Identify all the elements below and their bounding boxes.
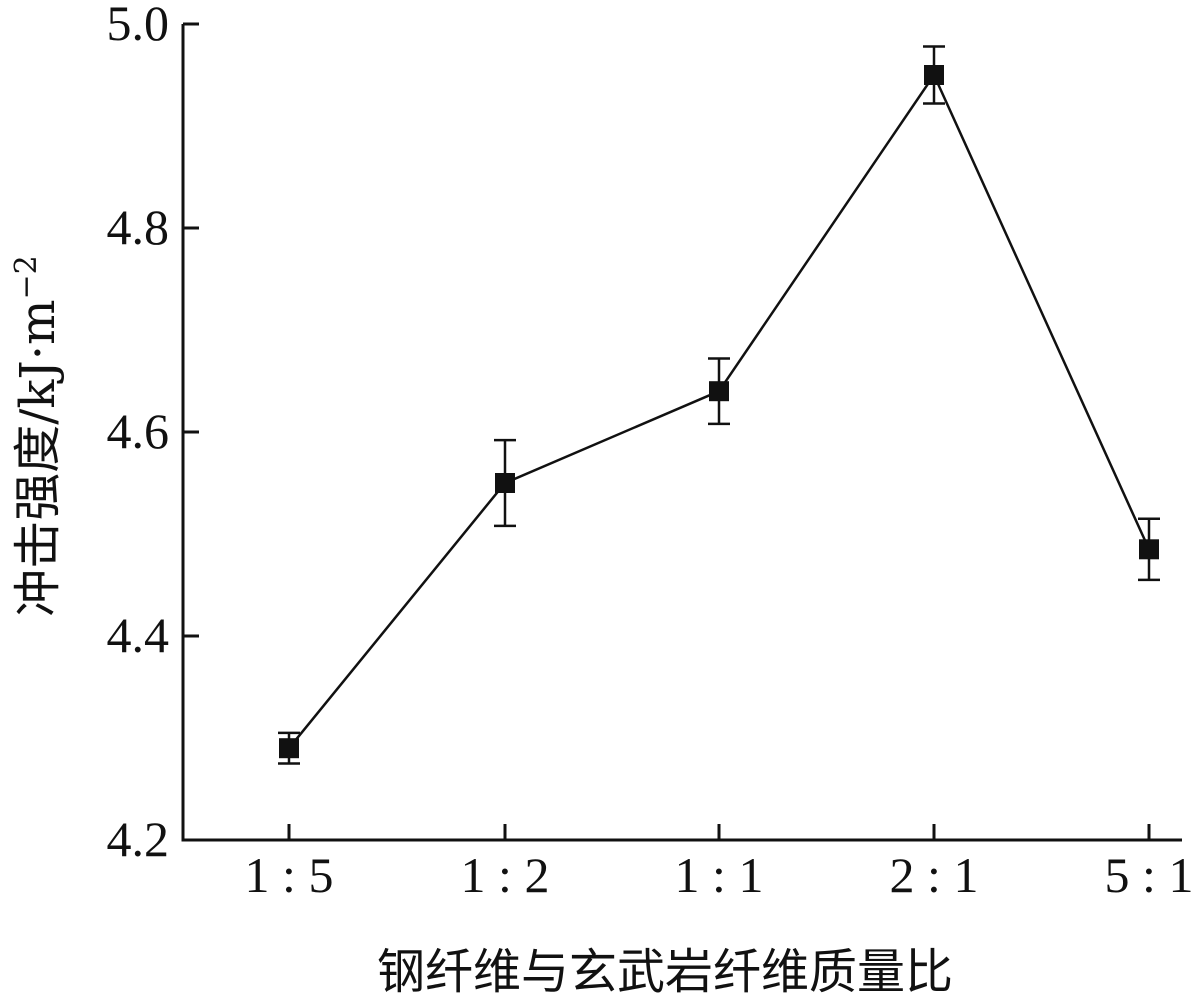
x-tick-label: 1 : 2 [461, 847, 550, 903]
series [278, 45, 1160, 765]
x-tick-label: 1 : 5 [245, 847, 334, 903]
x-tick-label: 1 : 1 [675, 847, 764, 903]
x-axis-label: 钢纤维与玄武岩纤维质量比 [377, 944, 953, 1000]
data-point-marker [495, 473, 515, 493]
y-axis-label-main: 冲击强度/kJ·m [10, 299, 66, 616]
x-tick-label: 5 : 1 [1105, 847, 1192, 903]
data-point-marker [924, 65, 944, 85]
y-tick-label: 4.8 [107, 199, 170, 255]
y-axis-label: 冲击强度/kJ·m−2 [9, 255, 66, 617]
data-point-marker [709, 381, 729, 402]
axes [181, 24, 1182, 842]
y-ticks: 4.2 4.4 4.6 4.8 5.0 [107, 0, 199, 867]
y-axis-label-superscript: −2 [9, 255, 44, 299]
y-tick-label: 4.6 [107, 403, 170, 459]
x-ticks: 1 : 5 1 : 2 1 : 1 2 : 1 5 : 1 [245, 824, 1192, 903]
data-point-marker [1139, 539, 1159, 560]
y-tick-label: 4.2 [107, 811, 170, 867]
y-tick-label: 5.0 [107, 0, 170, 51]
x-tick-label: 2 : 1 [890, 847, 979, 903]
y-tick-label: 4.4 [107, 607, 170, 663]
data-point-marker [279, 738, 299, 759]
